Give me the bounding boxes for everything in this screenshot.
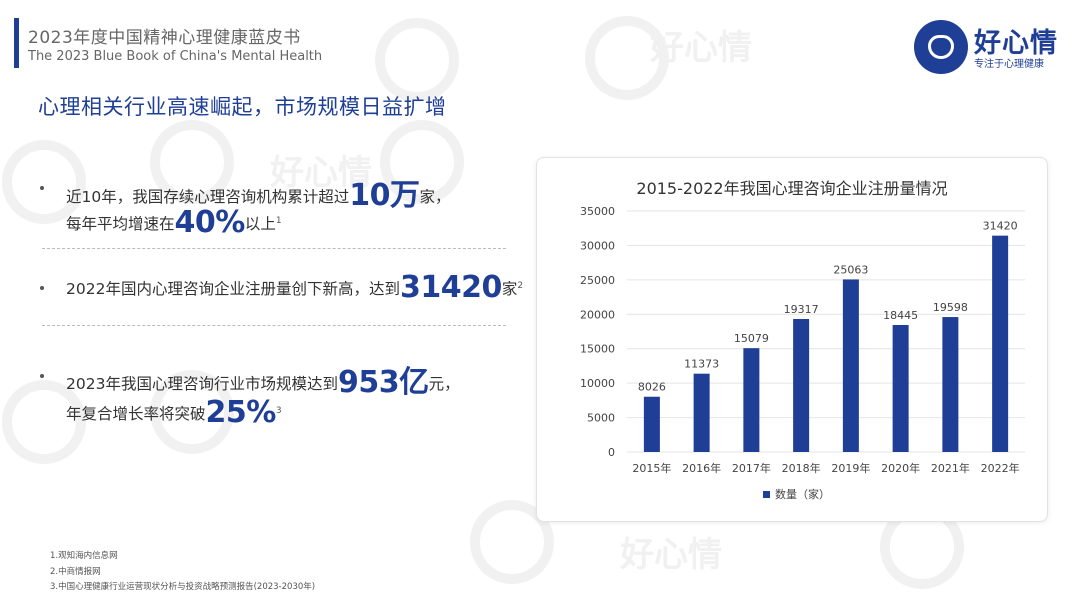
watermark-circle bbox=[2, 380, 86, 464]
legend-swatch bbox=[763, 491, 770, 498]
bar bbox=[892, 324, 909, 452]
y-tick-label: 0 bbox=[608, 446, 615, 459]
data-label: 19598 bbox=[933, 301, 968, 314]
y-tick-label: 20000 bbox=[580, 308, 615, 321]
highlight-value: 亿 bbox=[399, 365, 429, 400]
x-tick-label: 2015年 bbox=[632, 461, 671, 475]
highlight-value: 25% bbox=[205, 395, 277, 430]
watermark-circle bbox=[380, 120, 464, 204]
bullet-dot-icon bbox=[40, 374, 44, 378]
bar-chart: 0 5000 10000 15000 20000 25000 30000 35000 8026 2… bbox=[580, 205, 1025, 501]
data-label: 11373 bbox=[684, 358, 719, 371]
data-label: 31420 bbox=[983, 220, 1018, 233]
data-label: 25063 bbox=[833, 263, 868, 276]
bar bbox=[842, 279, 859, 452]
watermark-logo-text: 好心情 bbox=[270, 153, 372, 193]
bullet-3-line-1: 2023年我国心理咨询行业市场规模达到953亿元， bbox=[66, 365, 460, 400]
watermark-circle bbox=[585, 16, 669, 100]
bar bbox=[942, 317, 959, 452]
watermark-circle bbox=[150, 370, 234, 454]
data-label: 18445 bbox=[883, 309, 918, 322]
x-tick-label: 2017年 bbox=[732, 461, 771, 475]
divider bbox=[42, 248, 506, 249]
data-label: 15079 bbox=[734, 332, 769, 345]
watermark-logo-text: 好心情 bbox=[620, 535, 722, 575]
y-tick-label: 10000 bbox=[580, 377, 615, 390]
watermark-circle bbox=[470, 500, 554, 584]
data-label: 8026 bbox=[638, 381, 666, 394]
header-title-en: The 2023 Blue Book of China's Mental Hea… bbox=[28, 49, 323, 64]
x-tick-label: 2021年 bbox=[931, 461, 970, 475]
chart-title: 2015-2022年我国心理咨询企业注册量情况 bbox=[636, 179, 948, 198]
y-tick-label: 5000 bbox=[587, 412, 615, 425]
footnote: 2.中商情报网 bbox=[50, 566, 101, 577]
bullet-3-line-2: 年复合增长率将突破25%3 bbox=[66, 395, 282, 430]
highlight-value: 953 bbox=[337, 365, 400, 400]
bar bbox=[793, 318, 810, 452]
section-title: 心理相关行业高速崛起，市场规模日益扩增 bbox=[38, 95, 447, 119]
bullet-dot-icon bbox=[40, 286, 44, 290]
highlight-value: 31420 bbox=[399, 270, 502, 305]
highlight-value: 40% bbox=[174, 205, 246, 240]
highlight-value: 10万 bbox=[349, 178, 420, 213]
data-label: 19317 bbox=[784, 303, 819, 316]
heart-logo-icon bbox=[914, 20, 968, 74]
x-tick-label: 2019年 bbox=[831, 461, 870, 475]
x-tick-label: 2022年 bbox=[981, 461, 1020, 475]
bullet-1-line-2: 每年平均增速在40%以上1 bbox=[66, 205, 282, 240]
bar bbox=[743, 348, 760, 452]
x-tick-label: 2020年 bbox=[881, 461, 920, 475]
bar bbox=[992, 235, 1009, 452]
bar bbox=[693, 373, 710, 452]
divider bbox=[42, 325, 506, 326]
x-tick-label: 2016年 bbox=[682, 461, 721, 475]
chart-card: 2015-2022年我国心理咨询企业注册量情况 0 5000 10000 15000 2… bbox=[536, 157, 1048, 522]
bar bbox=[643, 396, 660, 452]
x-tick-label: 2018年 bbox=[782, 461, 821, 475]
logo-name: 好心情 bbox=[974, 28, 1058, 59]
legend-label: 数量（家） bbox=[775, 487, 830, 501]
header-accent-bar bbox=[14, 18, 19, 68]
y-tick-label: 35000 bbox=[580, 205, 615, 218]
bullet-dot-icon bbox=[40, 186, 44, 190]
watermark-circle bbox=[2, 140, 86, 224]
y-tick-label: 30000 bbox=[580, 239, 615, 252]
brand-logo: 好心情 专注于心理健康 bbox=[914, 18, 1070, 76]
y-tick-label: 25000 bbox=[580, 274, 615, 287]
footnote: 3.中国心理健康行业运营现状分析与投资战略预测报告(2023-2030年) bbox=[50, 582, 316, 592]
watermark-circle bbox=[150, 120, 234, 204]
bullet-1-line-1: 近10年，我国存续心理咨询机构累计超过10万家， bbox=[66, 178, 451, 213]
logo-slogan: 专注于心理健康 bbox=[974, 59, 1044, 70]
y-tick-label: 15000 bbox=[580, 343, 615, 356]
header-title-cn: 2023年度中国精神心理健康蓝皮书 bbox=[28, 28, 301, 48]
bullet-2-line: 2022年国内心理咨询企业注册量创下新高，达到31420家2 bbox=[66, 270, 524, 305]
footnotes: 1.观知海内信息网 2.中商情报网 3.中国心理健康行业运营现状分析与投资战略预… bbox=[50, 549, 315, 596]
watermark-circle bbox=[375, 18, 459, 102]
footnote: 1.观知海内信息网 bbox=[50, 551, 118, 561]
